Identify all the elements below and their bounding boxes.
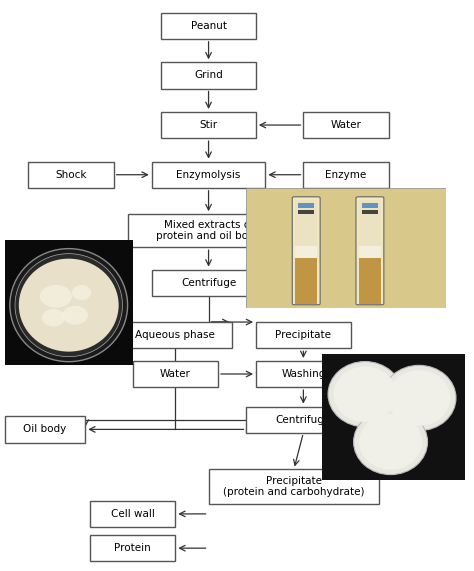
Circle shape — [359, 414, 422, 470]
FancyBboxPatch shape — [303, 162, 389, 188]
Circle shape — [354, 409, 428, 475]
Text: Shock: Shock — [55, 170, 87, 180]
Text: Cell wall: Cell wall — [111, 509, 155, 519]
Text: Grind: Grind — [194, 70, 223, 81]
Ellipse shape — [63, 306, 88, 324]
Bar — [298, 203, 314, 208]
Text: Enzyme: Enzyme — [325, 170, 367, 180]
Circle shape — [334, 367, 396, 422]
Text: Oil body: Oil body — [23, 424, 67, 435]
FancyBboxPatch shape — [90, 501, 175, 527]
FancyBboxPatch shape — [118, 322, 232, 348]
Text: Precipitate
(protein and carbohydrate): Precipitate (protein and carbohydrate) — [223, 476, 365, 497]
Ellipse shape — [42, 309, 65, 327]
Circle shape — [388, 370, 450, 426]
Bar — [359, 258, 381, 304]
Bar — [295, 246, 317, 258]
Bar — [362, 210, 378, 214]
FancyBboxPatch shape — [356, 197, 384, 305]
FancyBboxPatch shape — [256, 322, 351, 348]
FancyBboxPatch shape — [133, 361, 218, 387]
FancyBboxPatch shape — [5, 416, 85, 443]
Bar — [359, 246, 381, 258]
Text: Peanut: Peanut — [191, 21, 227, 31]
Circle shape — [328, 361, 402, 427]
FancyBboxPatch shape — [128, 214, 289, 247]
FancyBboxPatch shape — [90, 535, 175, 561]
Text: Stir: Stir — [200, 120, 218, 130]
Text: Water: Water — [330, 120, 362, 130]
FancyBboxPatch shape — [161, 13, 256, 39]
Text: Mixed extracts of
protein and oil body: Mixed extracts of protein and oil body — [156, 220, 261, 242]
FancyBboxPatch shape — [161, 112, 256, 138]
Text: Aqueous phase: Aqueous phase — [136, 330, 215, 340]
FancyBboxPatch shape — [28, 162, 114, 188]
Bar — [362, 203, 378, 208]
Bar — [359, 200, 381, 246]
Ellipse shape — [40, 285, 72, 308]
FancyBboxPatch shape — [246, 407, 360, 433]
FancyBboxPatch shape — [161, 62, 256, 89]
FancyBboxPatch shape — [209, 469, 379, 504]
Text: Centrifuge: Centrifuge — [181, 278, 236, 288]
Text: Protein: Protein — [114, 543, 151, 553]
Ellipse shape — [10, 248, 128, 361]
Text: Water: Water — [160, 369, 191, 379]
FancyBboxPatch shape — [256, 361, 351, 387]
Ellipse shape — [15, 254, 122, 357]
Circle shape — [382, 365, 456, 431]
Text: Washing: Washing — [281, 369, 326, 379]
Ellipse shape — [72, 285, 91, 300]
Bar — [298, 210, 314, 214]
Text: Enzymolysis: Enzymolysis — [176, 170, 241, 180]
FancyBboxPatch shape — [303, 112, 389, 138]
Text: Precipitate: Precipitate — [275, 330, 331, 340]
Bar — [295, 258, 317, 304]
Text: Centrifuge: Centrifuge — [276, 415, 331, 425]
FancyBboxPatch shape — [152, 162, 265, 188]
Bar — [295, 200, 317, 246]
FancyBboxPatch shape — [152, 270, 265, 296]
FancyBboxPatch shape — [292, 197, 320, 305]
Ellipse shape — [19, 259, 118, 352]
